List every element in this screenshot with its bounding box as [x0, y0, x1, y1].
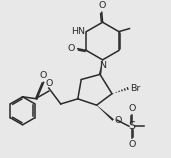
- Text: HN: HN: [71, 27, 85, 36]
- Text: O: O: [40, 71, 47, 80]
- Text: O: O: [98, 1, 106, 10]
- Text: N: N: [100, 61, 106, 70]
- Text: O: O: [128, 103, 136, 112]
- Text: Br: Br: [130, 84, 141, 93]
- Text: O: O: [115, 116, 122, 125]
- Text: O: O: [46, 79, 53, 88]
- Text: S: S: [128, 121, 135, 131]
- Text: O: O: [68, 44, 75, 53]
- Text: O: O: [128, 140, 136, 149]
- Polygon shape: [96, 105, 114, 121]
- Polygon shape: [99, 60, 103, 75]
